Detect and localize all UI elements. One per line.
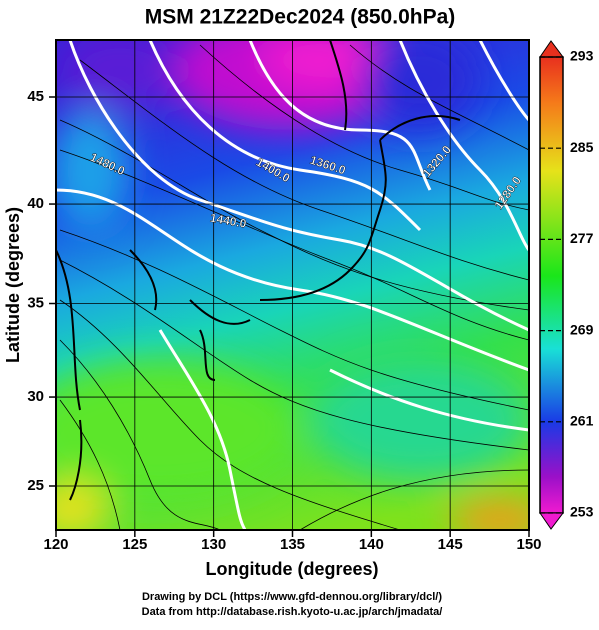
plot-frame xyxy=(55,39,530,531)
height-contours xyxy=(56,40,529,530)
colorbar-tick-label: 253 xyxy=(570,504,594,520)
x-tick-label: 120 xyxy=(43,536,68,553)
x-tick-label: 150 xyxy=(516,536,541,553)
x-tick-label: 125 xyxy=(122,536,147,553)
colorbar-tick-label: 277 xyxy=(570,230,594,246)
footer-line: Data from http://database.rish.kyoto-u.a… xyxy=(142,606,443,618)
y-tick-label: 30 xyxy=(27,388,44,405)
x-tick-label: 145 xyxy=(438,536,463,553)
map-title: MSM 21Z22Dec2024 (850.0hPa) xyxy=(145,6,456,29)
coastlines xyxy=(56,40,461,501)
y-tick-label: 35 xyxy=(27,294,44,311)
colorbar-tick-label: 293 xyxy=(570,48,594,64)
colorbar-ticks: 293 285 277 269 261 253 xyxy=(540,48,594,520)
contour-label: 1440.0 xyxy=(209,211,248,231)
x-tick-label: 135 xyxy=(280,536,305,553)
y-tick-label: 45 xyxy=(27,88,44,105)
x-tick-label: 140 xyxy=(359,536,384,553)
colorbar-tick-label: 269 xyxy=(570,321,594,337)
y-axis-label: Latitude (degrees) xyxy=(3,207,23,363)
colorbar-tick-label: 261 xyxy=(570,413,594,429)
temperature-field xyxy=(56,40,529,530)
x-tick-label: 130 xyxy=(201,536,226,553)
streamlines xyxy=(59,44,529,530)
x-axis-label: Longitude (degrees) xyxy=(205,559,378,579)
y-tick-label: 25 xyxy=(27,477,44,494)
colorbar xyxy=(539,40,564,530)
y-tick-label: 40 xyxy=(27,195,44,212)
colorbar-tick-label: 285 xyxy=(570,139,594,155)
footer-line: Drawing by DCL (https://www.gfd-dennou.o… xyxy=(142,591,442,603)
